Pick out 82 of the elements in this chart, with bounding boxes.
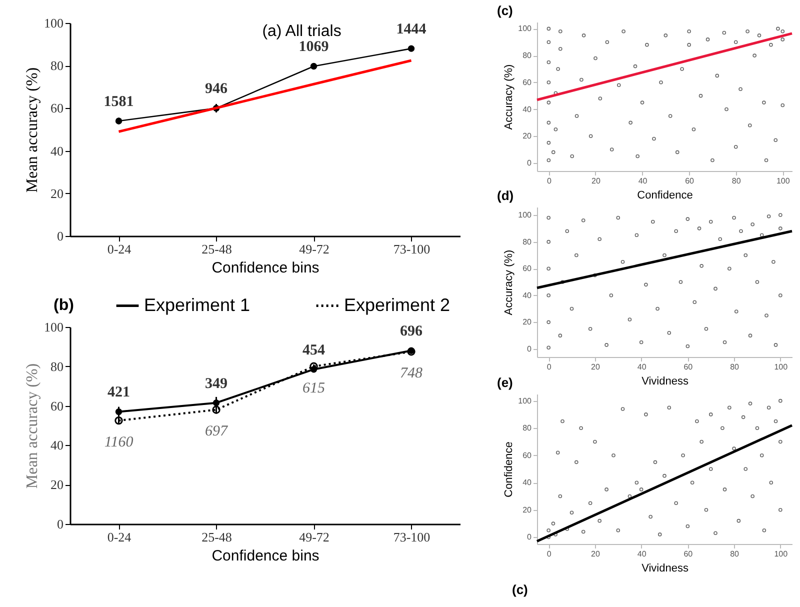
x-tick-label: 40	[637, 362, 647, 372]
chart-title: (a) All trials	[262, 23, 342, 40]
y-tick-label: 80	[522, 51, 532, 60]
x-tick-label: 100	[774, 362, 788, 372]
y-tick-label: 40	[50, 143, 64, 158]
y-tick-label: 100	[44, 320, 64, 334]
x-tick-label: 80	[732, 176, 742, 186]
annotation: 748	[400, 366, 423, 382]
y-tick-label: 20	[522, 505, 532, 514]
annotation: 697	[205, 424, 229, 440]
x-tick-label: 40	[638, 176, 648, 186]
y-tick-label: 60	[522, 78, 532, 87]
y-tick-label: 60	[522, 264, 532, 274]
y-tick-label: 60	[522, 450, 532, 460]
y-tick-label: 20	[522, 132, 532, 141]
y-tick-label: 0	[57, 228, 64, 244]
y-tick-label: 40	[522, 104, 532, 114]
y-tick-label: 60	[50, 100, 64, 116]
annotation: 421	[108, 384, 130, 401]
y-tick-label: 20	[50, 477, 64, 492]
x-tick-label: 20	[591, 550, 600, 558]
x-tick-label: 80	[730, 550, 740, 558]
x-tick-label: 100	[776, 176, 790, 186]
y-tick-label: 20	[522, 318, 532, 327]
y-tick-label: 100	[518, 210, 532, 220]
y-axis-title: Confidence	[503, 442, 516, 498]
chart-title: (c)	[497, 3, 513, 18]
x-tick-label: 49-72	[299, 530, 330, 544]
y-axis-title: Mean accuracy (%)	[24, 363, 41, 489]
annotation: 1069	[298, 39, 329, 56]
x-tick-label: 20	[592, 176, 601, 186]
y-tick-label: 40	[522, 290, 532, 300]
x-tick-label: 49-72	[299, 242, 330, 256]
x-tick-label: 73-100	[393, 530, 430, 544]
x-tick-label: 80	[730, 362, 740, 372]
chart-title: (d)	[497, 188, 514, 203]
x-tick-label: 60	[684, 362, 694, 372]
annotation: 1160	[104, 434, 134, 451]
annotation: 615	[302, 380, 326, 396]
legend-label: Experiment 2	[344, 294, 450, 315]
x-tick-label: 100	[774, 550, 788, 558]
y-tick-label: 80	[50, 58, 64, 74]
annotation: 696	[400, 324, 423, 340]
text: (c)	[512, 582, 528, 597]
y-axis-title: Mean accuracy (%)	[24, 67, 41, 193]
x-axis-title: Confidence bins	[212, 260, 320, 276]
x-tick-label: 60	[684, 550, 694, 558]
chart-title: (e)	[497, 375, 513, 390]
x-tick-label: 73-100	[393, 242, 430, 256]
x-axis-title: Confidence bins	[212, 548, 320, 564]
annotation: 454	[302, 342, 326, 358]
y-tick-label: 100	[518, 24, 532, 34]
x-tick-label: 0	[546, 362, 552, 372]
y-axis-title: Accuracy (%)	[503, 250, 516, 316]
x-tick-label: 0	[546, 550, 552, 558]
annotation: 1581	[104, 94, 134, 110]
chart-title: (b)	[54, 297, 74, 314]
x-axis-title: Confidence	[637, 190, 693, 202]
x-tick-label: 60	[685, 176, 695, 186]
annotation: 349	[205, 376, 228, 392]
y-tick-label: 80	[522, 424, 532, 433]
x-tick-label: 25-48	[202, 242, 232, 256]
x-axis-title: Vividness	[642, 376, 689, 388]
y-tick-label: 0	[527, 344, 532, 354]
annotation: 1444	[396, 22, 427, 38]
x-tick-label: 0-24	[107, 530, 132, 544]
x-tick-label: 20	[591, 362, 600, 372]
x-axis-title: Vividness	[642, 562, 689, 574]
y-tick-label: 40	[522, 478, 532, 488]
y-tick-label: 100	[44, 16, 64, 30]
y-tick-label: 40	[50, 438, 64, 453]
y-tick-label: 0	[527, 158, 532, 168]
y-tick-label: 0	[57, 516, 64, 532]
legend-label: Experiment 1	[144, 294, 250, 315]
annotation: 946	[205, 81, 228, 98]
x-tick-label: 0-24	[107, 242, 132, 256]
x-tick-label: 25-48	[202, 530, 232, 544]
y-tick-label: 60	[50, 398, 64, 414]
y-tick-label: 100	[518, 396, 532, 406]
y-axis-title: Accuracy (%)	[503, 64, 516, 130]
x-tick-label: 0	[546, 176, 552, 186]
x-tick-label: 40	[637, 550, 647, 558]
